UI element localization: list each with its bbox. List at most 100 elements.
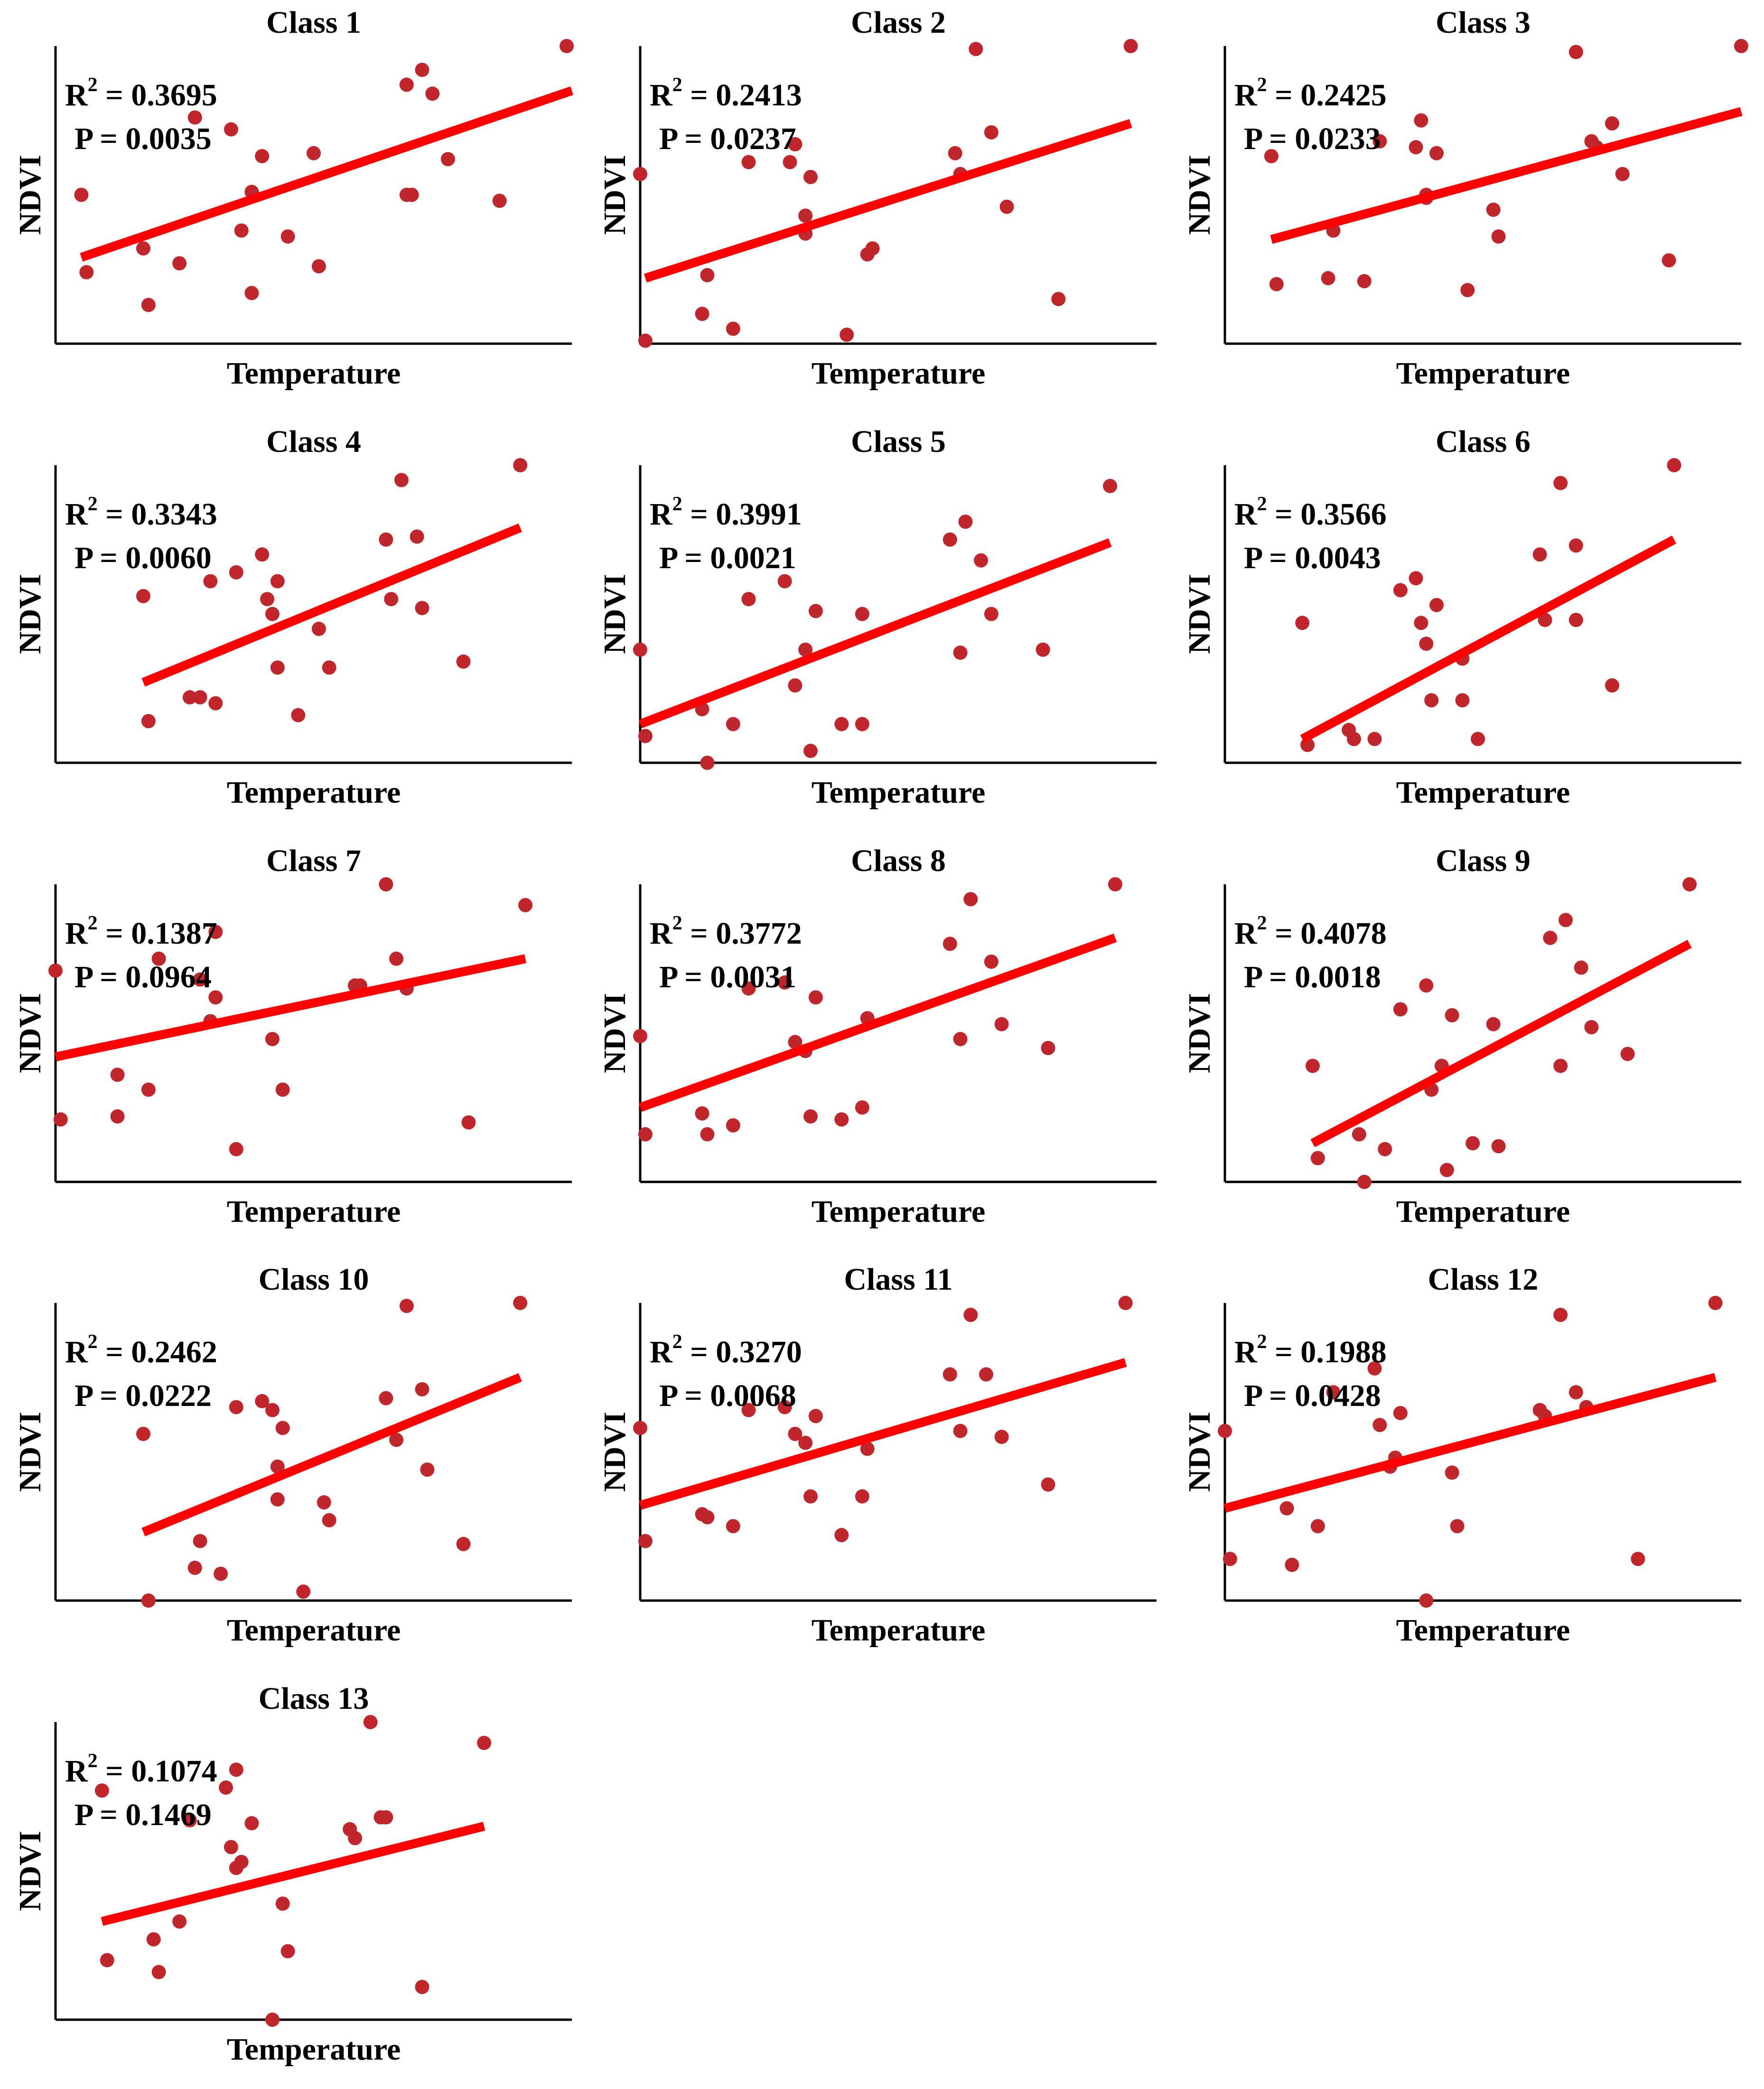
r-squared-annotation: R2 = 0.3695: [65, 74, 217, 112]
data-point: [788, 1035, 803, 1049]
scatter-panel: Class 8 Temperature NDVI R2 = 0.3772 P = 0.0…: [597, 843, 1157, 1229]
data-point: [1553, 1308, 1568, 1322]
data-point: [296, 1584, 311, 1599]
r-squared-annotation: R2 = 0.1387: [65, 912, 217, 951]
data-point: [141, 1082, 156, 1097]
data-point: [311, 621, 326, 636]
data-point: [798, 642, 813, 657]
data-point: [1439, 1162, 1454, 1177]
data-point: [1486, 202, 1501, 217]
panel-title: Class 8: [851, 843, 946, 878]
regression-line: [141, 523, 522, 687]
data-point: [187, 110, 202, 125]
data-point: [1491, 229, 1506, 244]
r-squared-value: = 0.1988: [1267, 1335, 1387, 1369]
data-point: [275, 1082, 290, 1097]
data-point: [1605, 678, 1619, 693]
r-squared-annotation: R2 = 0.3991: [650, 493, 802, 532]
regression-line: [638, 538, 1112, 729]
scatter-panel: Class 2 Temperature NDVI R2 = 0.2413 P = 0.0…: [597, 5, 1157, 391]
y-axis-label: NDVI: [13, 993, 47, 1073]
data-point: [270, 1459, 285, 1474]
data-point: [420, 1462, 435, 1477]
data-point: [492, 194, 507, 208]
data-point: [638, 729, 653, 743]
r-squared-value: = 0.3270: [682, 1335, 802, 1369]
r-squared-superscript: 2: [88, 1331, 98, 1353]
data-point: [994, 1017, 1009, 1031]
regression-line: [1310, 940, 1692, 1147]
data-point: [1559, 913, 1573, 927]
p-value-annotation: P = 0.0021: [659, 541, 796, 575]
regression-line: [639, 1358, 1127, 1510]
data-point: [275, 1421, 290, 1435]
data-point: [415, 1382, 429, 1396]
data-point: [461, 1115, 476, 1130]
data-point: [110, 1068, 125, 1082]
data-point: [726, 321, 740, 336]
data-point: [943, 937, 957, 951]
panel-title: Class 3: [1436, 5, 1531, 40]
x-axis-label: Temperature: [227, 775, 401, 810]
regression-line: [101, 1822, 485, 1926]
data-point: [229, 1142, 243, 1157]
data-point: [317, 1495, 331, 1510]
data-point: [808, 990, 823, 1005]
data-point: [958, 515, 973, 529]
data-point: [1367, 1361, 1382, 1376]
r-squared-symbol: R: [650, 916, 673, 951]
panel-title: Class 6: [1436, 424, 1531, 459]
data-point: [1041, 1477, 1055, 1492]
data-point: [953, 1424, 968, 1438]
data-point: [865, 241, 880, 256]
x-axis-label: Temperature: [812, 775, 986, 810]
data-point: [234, 1855, 249, 1869]
data-point: [560, 39, 574, 53]
data-point: [633, 1029, 647, 1043]
r-squared-annotation: R2 = 0.1988: [1234, 1331, 1387, 1369]
data-point: [280, 1944, 295, 1958]
data-point: [700, 268, 715, 282]
r-squared-annotation: R2 = 0.1074: [65, 1750, 217, 1789]
data-point: [1409, 571, 1423, 586]
data-point: [1568, 1385, 1583, 1400]
scatter-panel: Class 7 Temperature NDVI R2 = 0.1387 P = 0.0…: [13, 843, 572, 1229]
scatter-panel: Class 5 Temperature NDVI R2 = 0.3991 P = 0.0…: [597, 424, 1157, 810]
data-point: [1465, 1136, 1480, 1151]
r-squared-annotation: R2 = 0.3566: [1234, 493, 1387, 532]
data-point: [229, 1762, 243, 1777]
data-point: [219, 1780, 233, 1795]
r-squared-symbol: R: [65, 497, 88, 532]
panel-title: Class 1: [266, 5, 361, 40]
data-point: [1310, 1519, 1325, 1534]
r-squared-symbol: R: [1234, 78, 1258, 112]
r-squared-symbol: R: [650, 497, 673, 532]
y-axis-label: NDVI: [13, 1412, 47, 1492]
data-point: [803, 169, 818, 184]
r-squared-annotation: R2 = 0.2462: [65, 1331, 217, 1369]
data-point: [182, 1813, 197, 1827]
r-squared-symbol: R: [65, 1335, 88, 1369]
data-point: [1393, 1002, 1408, 1017]
data-point: [74, 187, 89, 202]
data-point: [855, 607, 869, 621]
x-axis-label: Temperature: [227, 356, 401, 391]
data-point: [425, 86, 440, 101]
x-axis-label: Temperature: [812, 1613, 986, 1648]
data-point: [1279, 1501, 1294, 1516]
data-point: [1543, 930, 1558, 945]
panel-title: Class 11: [844, 1262, 952, 1297]
y-axis-label: NDVI: [1182, 574, 1217, 654]
data-point: [1661, 253, 1676, 268]
data-point: [803, 1489, 818, 1504]
data-point: [244, 1816, 259, 1831]
data-point: [1269, 277, 1284, 291]
r-squared-value: = 0.1074: [98, 1754, 217, 1789]
x-axis-label: Temperature: [227, 1613, 401, 1648]
data-point: [1568, 45, 1583, 59]
data-point: [79, 265, 94, 280]
data-point: [1419, 637, 1434, 651]
y-axis-label: NDVI: [13, 574, 47, 654]
data-point: [348, 1831, 363, 1845]
regression-line: [644, 119, 1132, 283]
